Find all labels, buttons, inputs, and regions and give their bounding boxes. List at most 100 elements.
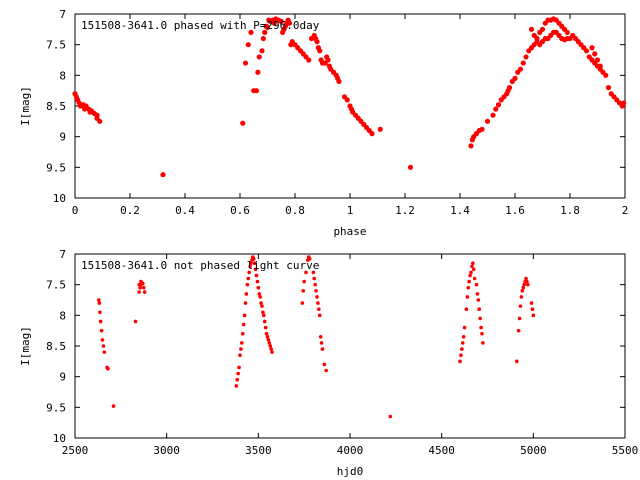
data-point	[313, 282, 317, 287]
data-point	[516, 328, 521, 333]
data-point	[300, 301, 305, 305]
data-point	[479, 325, 483, 330]
data-point	[255, 69, 261, 75]
data-point	[481, 341, 485, 345]
data-point	[459, 353, 463, 358]
x-tick-label: 1.2	[395, 204, 415, 217]
data-point	[388, 414, 393, 419]
data-point	[521, 285, 526, 290]
y-axis-label: I[mag]	[19, 326, 32, 366]
x-tick-label: 2	[622, 204, 629, 217]
data-point	[242, 313, 247, 318]
data-point	[271, 20, 277, 26]
data-point	[99, 328, 104, 333]
y-tick-label: 9	[59, 131, 66, 144]
data-point	[522, 282, 526, 287]
data-point	[583, 48, 590, 54]
data-point	[464, 307, 469, 312]
x-tick-label: 5000	[520, 444, 547, 457]
data-point	[605, 85, 612, 91]
data-point	[257, 292, 262, 296]
data-point	[133, 319, 138, 324]
data-point	[458, 359, 462, 364]
data-point	[267, 341, 272, 345]
data-point	[468, 143, 474, 149]
data-point	[317, 48, 323, 54]
data-point	[594, 57, 601, 63]
data-point	[245, 282, 250, 287]
data-point	[317, 313, 322, 318]
x-tick-label: 0.2	[120, 204, 140, 217]
data-point	[248, 29, 254, 35]
data-point	[141, 285, 146, 290]
x-tick-label: 1	[347, 204, 354, 217]
data-point	[476, 298, 481, 302]
data-point	[517, 66, 524, 72]
data-point	[102, 350, 107, 354]
data-point	[259, 301, 263, 305]
y-tick-label: 10	[53, 432, 66, 445]
data-point	[462, 325, 467, 330]
x-tick-label: 2500	[62, 444, 89, 457]
data-point	[324, 368, 328, 373]
data-point	[242, 60, 249, 66]
data-point	[314, 39, 320, 45]
data-point	[480, 331, 484, 336]
data-point	[479, 126, 485, 132]
data-point	[478, 316, 482, 321]
chart-title: 151508-3641.0 not phased light curve	[81, 259, 319, 272]
data-point	[306, 57, 312, 63]
data-point	[517, 316, 522, 321]
data-point	[490, 112, 496, 118]
x-tick-label: 4500	[428, 444, 455, 457]
data-point	[318, 335, 323, 339]
y-tick-label: 8	[59, 69, 66, 82]
y-axis-label: I[mag]	[19, 86, 32, 126]
data-point	[469, 270, 473, 275]
data-point	[471, 261, 475, 266]
data-point	[336, 78, 342, 85]
data-point	[344, 97, 350, 103]
data-point	[235, 377, 240, 382]
y-tick-label: 7	[59, 248, 66, 261]
data-point	[460, 341, 465, 345]
y-tick-label: 8.5	[46, 340, 66, 353]
data-point	[506, 85, 513, 91]
data-point	[311, 270, 316, 275]
data-point	[524, 276, 528, 281]
data-point	[603, 72, 609, 78]
data-point	[589, 45, 595, 51]
data-point	[246, 276, 251, 281]
data-point	[528, 26, 535, 32]
data-point	[531, 32, 537, 39]
data-point	[477, 307, 482, 312]
data-point	[251, 257, 256, 261]
data-point	[262, 29, 268, 35]
data-point	[142, 290, 147, 294]
data-point	[259, 48, 265, 54]
data-point	[139, 279, 143, 284]
data-point	[268, 344, 273, 348]
data-point	[256, 285, 261, 290]
data-point	[265, 335, 270, 339]
data-point	[234, 384, 239, 388]
data-point	[98, 319, 103, 324]
data-point	[312, 276, 317, 281]
data-series	[72, 16, 627, 178]
data-point	[94, 115, 100, 121]
data-point	[475, 292, 480, 296]
data-point	[247, 270, 251, 275]
data-point	[264, 331, 269, 336]
chart-panel-1: 0 0.2 0.4 0.6 0.8 1 1.2 1.4 1.6 1.8 2 7 7.5 8 8.5 9 9.5 1…	[19, 8, 628, 238]
data-point	[597, 63, 603, 69]
x-tick-label: 4000	[337, 444, 364, 457]
data-point	[269, 347, 273, 351]
data-point	[160, 172, 166, 178]
data-point	[525, 279, 529, 284]
data-point	[238, 353, 242, 358]
data-point	[465, 295, 470, 299]
data-point	[243, 301, 248, 305]
x-axis-label: hjd0	[337, 465, 364, 478]
y-tick-label: 7.5	[46, 39, 66, 52]
data-point	[241, 322, 246, 327]
